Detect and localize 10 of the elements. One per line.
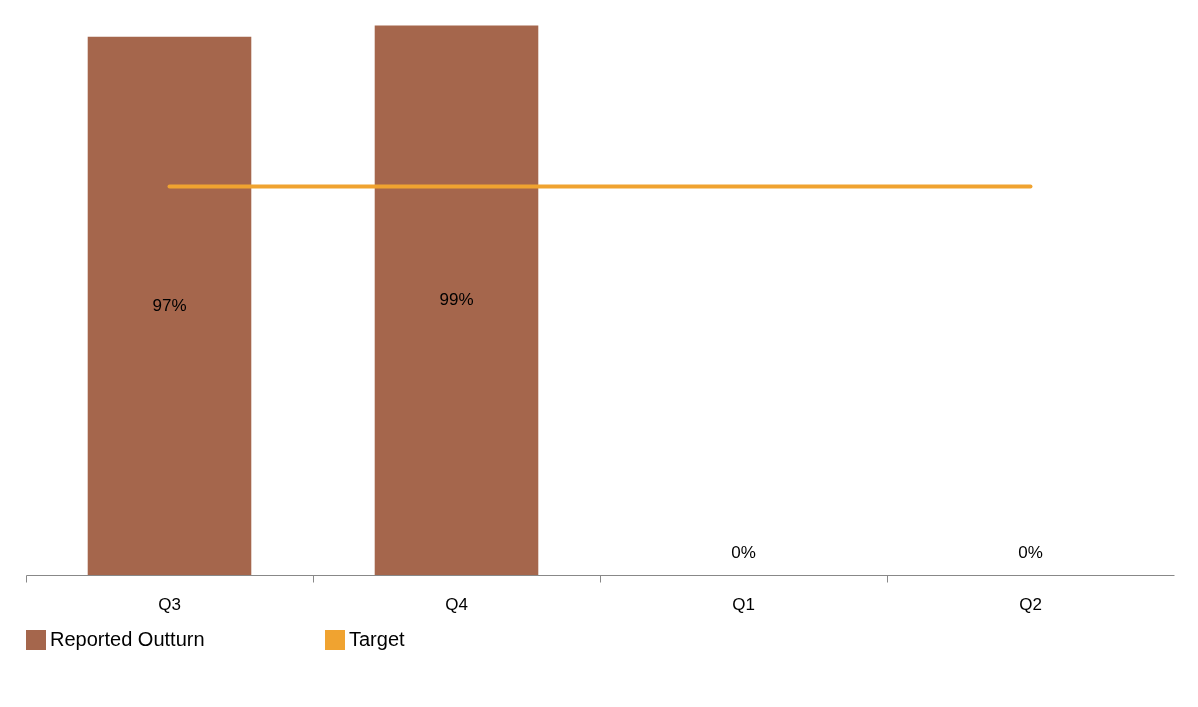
data-label: 99% [439, 290, 474, 310]
legend-label: Reported Outturn [50, 628, 205, 650]
data-label: 0% [1018, 543, 1043, 562]
x-tick-label: Q4 [445, 594, 468, 614]
x-tick-label: Q3 [158, 594, 181, 614]
data-label: 0% [731, 543, 756, 562]
data-label: 97% [152, 295, 187, 315]
x-tick-label: Q2 [1019, 594, 1042, 614]
x-tick-label: Q1 [732, 594, 755, 614]
legend-label: Target [349, 628, 406, 650]
